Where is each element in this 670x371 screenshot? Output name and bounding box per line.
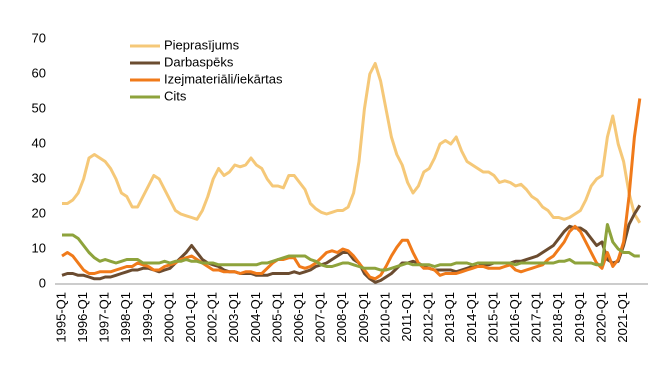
x-tick-label: 2014-Q1 <box>464 292 479 343</box>
x-tick-label: 2008-Q1 <box>334 292 349 343</box>
x-tick-label: 1997-Q1 <box>97 292 112 343</box>
legend-label: Pieprasījums <box>164 37 240 52</box>
legend-label: Darbaspēks <box>164 54 234 69</box>
y-tick-label: 20 <box>32 205 46 220</box>
x-tick-label: 2005-Q1 <box>269 292 284 343</box>
y-tick-label: 40 <box>32 135 46 150</box>
legend-label: Izejmateriāli/iekārtas <box>164 71 283 86</box>
x-tick-label: 2015-Q1 <box>485 292 500 343</box>
x-tick-label: 2002-Q1 <box>205 292 220 343</box>
x-tick-label: 2019-Q1 <box>572 292 587 343</box>
x-tick-label: 2020-Q1 <box>593 292 608 343</box>
x-tick-label: 2007-Q1 <box>313 292 328 343</box>
y-tick-label: 50 <box>32 100 46 115</box>
x-tick-label: 2003-Q1 <box>226 292 241 343</box>
series-line <box>62 62 642 224</box>
x-tick-label: 2000-Q1 <box>161 292 176 343</box>
x-tick-label: 2006-Q1 <box>291 292 306 343</box>
y-tick-label: 70 <box>32 30 46 45</box>
x-tick-label: 2016-Q1 <box>507 292 522 343</box>
x-tick-label: 2018-Q1 <box>550 292 565 343</box>
x-tick-label: 2013-Q1 <box>442 292 457 343</box>
x-tick-label: 2011-Q1 <box>399 292 414 342</box>
legend-label: Cits <box>164 88 187 103</box>
x-tick-label: 2017-Q1 <box>529 292 544 343</box>
x-tick-label: 2004-Q1 <box>248 292 263 343</box>
x-tick-label: 1998-Q1 <box>118 292 133 343</box>
x-tick-label: 2021-Q1 <box>615 292 630 343</box>
y-tick-label: 30 <box>32 170 46 185</box>
x-tick-label: 2012-Q1 <box>421 292 436 343</box>
x-tick-label: 1995-Q1 <box>53 292 68 343</box>
y-tick-label: 10 <box>32 240 46 255</box>
x-tick-label: 1996-Q1 <box>75 292 90 343</box>
series-line <box>62 223 640 272</box>
x-tick-label: 2009-Q1 <box>356 292 371 343</box>
y-tick-label: 0 <box>39 275 46 290</box>
x-tick-label: 2001-Q1 <box>183 292 198 343</box>
x-tick-label: 1999-Q1 <box>140 292 155 343</box>
y-tick-label: 60 <box>32 65 46 80</box>
x-tick-label: 2010-Q1 <box>377 292 392 343</box>
